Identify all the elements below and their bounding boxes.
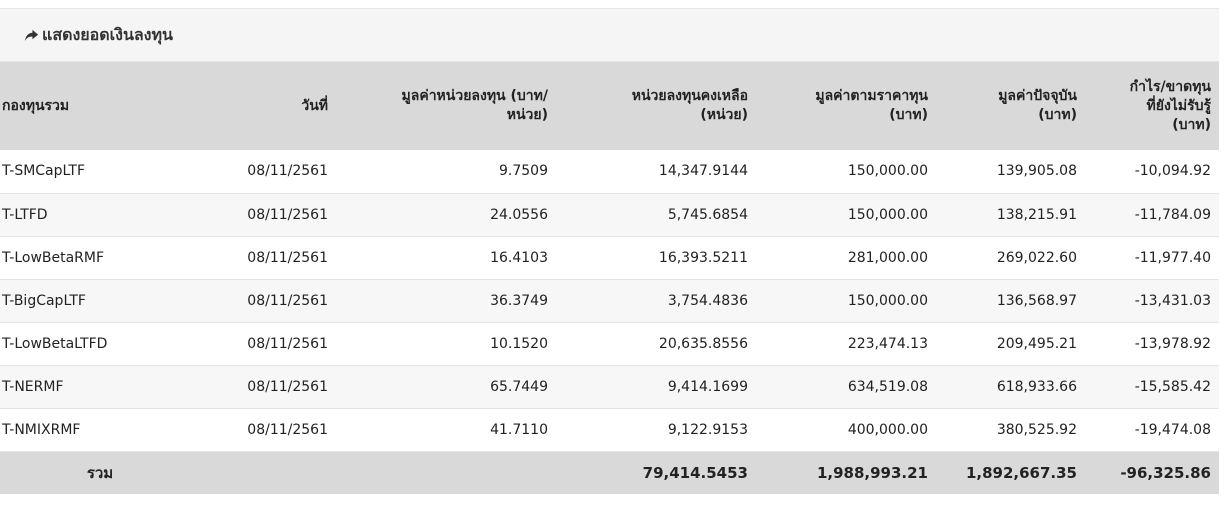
units-cell: 3,754.4836 bbox=[667, 292, 748, 309]
date-cell: 08/11/2561 bbox=[247, 292, 328, 309]
unrealized-cell: -15,585.42 bbox=[1134, 378, 1211, 395]
nav-cell: 65.7449 bbox=[490, 378, 548, 395]
header-unrealized: กำไร/ขาดทุน ที่ยังไม่รับรู้ (บาท) bbox=[1129, 78, 1211, 133]
share-arrow-icon bbox=[24, 29, 39, 41]
header-date: วันที่ bbox=[301, 97, 328, 114]
fund-name-cell: T-SMCapLTF bbox=[2, 163, 86, 180]
units-cell: 14,347.9144 bbox=[658, 163, 748, 180]
date-cell: 08/11/2561 bbox=[247, 249, 328, 266]
date-cell: 08/11/2561 bbox=[247, 421, 328, 438]
units-cell: 16,393.5211 bbox=[658, 249, 748, 266]
cost-cell: 150,000.00 bbox=[847, 206, 928, 223]
units-cell: 9,414.1699 bbox=[667, 378, 748, 395]
current-value-cell: 209,495.21 bbox=[996, 335, 1077, 352]
cost-cell: 150,000.00 bbox=[847, 163, 928, 180]
cost-cell: 223,474.13 bbox=[847, 335, 928, 352]
fund-name-cell: T-LowBetaRMF bbox=[2, 249, 105, 266]
date-cell: 08/11/2561 bbox=[247, 206, 328, 223]
fund-name-cell: T-LTFD bbox=[2, 206, 48, 223]
date-cell: 08/11/2561 bbox=[247, 335, 328, 352]
units-cell: 5,745.6854 bbox=[667, 206, 748, 223]
nav-cell: 10.1520 bbox=[490, 335, 548, 352]
table-row: T-NMIXRMF 08/11/2561 41.7110 9,122.9153 400,… bbox=[0, 408, 1219, 451]
investment-balance-panel: แสดงยอดเงินลงทุน กองทุนรวม วันที่ มูลค่าหน… bbox=[0, 8, 1219, 494]
unrealized-cell: -13,978.92 bbox=[1134, 335, 1211, 352]
totals-units: 79,414.5453 bbox=[642, 463, 748, 482]
current-value-cell: 618,933.66 bbox=[996, 378, 1077, 395]
cost-cell: 634,519.08 bbox=[847, 378, 928, 395]
table-row: T-LowBetaRMF 08/11/2561 16.4103 16,393.5211… bbox=[0, 236, 1219, 279]
totals-current: 1,892,667.35 bbox=[965, 463, 1077, 482]
totals-label: รวม bbox=[86, 463, 114, 482]
unrealized-cell: -11,977.40 bbox=[1134, 249, 1211, 266]
table-row: T-SMCapLTF 08/11/2561 9.7509 14,347.9144 150… bbox=[0, 150, 1219, 193]
table-row: T-LowBetaLTFD 08/11/2561 10.1520 20,635.855… bbox=[0, 322, 1219, 365]
fund-name-cell: T-NERMF bbox=[2, 378, 64, 395]
totals-cost: 1,988,993.21 bbox=[816, 463, 928, 482]
nav-cell: 41.7110 bbox=[490, 421, 548, 438]
units-cell: 9,122.9153 bbox=[667, 421, 748, 438]
header-units: หน่วยลงทุนคงเหลือ (หน่วย) bbox=[631, 88, 748, 123]
table-body: T-SMCapLTF 08/11/2561 9.7509 14,347.9144 150… bbox=[0, 150, 1219, 451]
current-value-cell: 139,905.08 bbox=[996, 163, 1077, 180]
cost-cell: 281,000.00 bbox=[847, 249, 928, 266]
table-row: T-NERMF 08/11/2561 65.7449 9,414.1699 634,51… bbox=[0, 365, 1219, 408]
unrealized-cell: -19,474.08 bbox=[1134, 421, 1211, 438]
nav-cell: 9.7509 bbox=[499, 163, 548, 180]
nav-cell: 36.3749 bbox=[490, 292, 548, 309]
panel-header: แสดงยอดเงินลงทุน bbox=[0, 8, 1219, 62]
header-fund: กองทุนรวม bbox=[2, 97, 70, 114]
current-value-cell: 269,022.60 bbox=[996, 249, 1077, 266]
panel-title: แสดงยอดเงินลงทุน bbox=[24, 23, 173, 48]
totals-date-cell bbox=[200, 451, 336, 494]
unrealized-cell: -13,431.03 bbox=[1134, 292, 1211, 309]
totals-row: รวม 79,414.5453 1,988,993.21 1,892,667.3… bbox=[0, 451, 1219, 494]
fund-name-cell: T-NMIXRMF bbox=[2, 421, 81, 438]
nav-cell: 24.0556 bbox=[490, 206, 548, 223]
current-value-cell: 138,215.91 bbox=[996, 206, 1077, 223]
totals-nav-cell bbox=[336, 451, 556, 494]
header-current: มูลค่าปัจจุบัน (บาท) bbox=[998, 88, 1077, 123]
table-row: T-BigCapLTF 08/11/2561 36.3749 3,754.4836 15… bbox=[0, 279, 1219, 322]
current-value-cell: 136,568.97 bbox=[996, 292, 1077, 309]
totals-unrealized: -96,325.86 bbox=[1120, 463, 1211, 482]
unrealized-cell: -11,784.09 bbox=[1134, 206, 1211, 223]
investment-table: กองทุนรวม วันที่ มูลค่าหน่วยลงทุน (บาท/ หน… bbox=[0, 62, 1219, 494]
header-cost: มูลค่าตามราคาทุน (บาท) bbox=[815, 88, 928, 123]
date-cell: 08/11/2561 bbox=[247, 163, 328, 180]
current-value-cell: 380,525.92 bbox=[996, 421, 1077, 438]
panel-title-text: แสดงยอดเงินลงทุน bbox=[42, 24, 173, 44]
units-cell: 20,635.8556 bbox=[658, 335, 748, 352]
date-cell: 08/11/2561 bbox=[247, 378, 328, 395]
table-row: T-LTFD 08/11/2561 24.0556 5,745.6854 150,000… bbox=[0, 193, 1219, 236]
nav-cell: 16.4103 bbox=[490, 249, 548, 266]
header-nav: มูลค่าหน่วยลงทุน (บาท/ หน่วย) bbox=[401, 88, 548, 123]
cost-cell: 400,000.00 bbox=[847, 421, 928, 438]
fund-name-cell: T-LowBetaLTFD bbox=[2, 335, 108, 352]
table-header-row: กองทุนรวม วันที่ มูลค่าหน่วยลงทุน (บาท/ หน… bbox=[0, 62, 1219, 150]
unrealized-cell: -10,094.92 bbox=[1134, 163, 1211, 180]
cost-cell: 150,000.00 bbox=[847, 292, 928, 309]
fund-name-cell: T-BigCapLTF bbox=[2, 292, 86, 309]
